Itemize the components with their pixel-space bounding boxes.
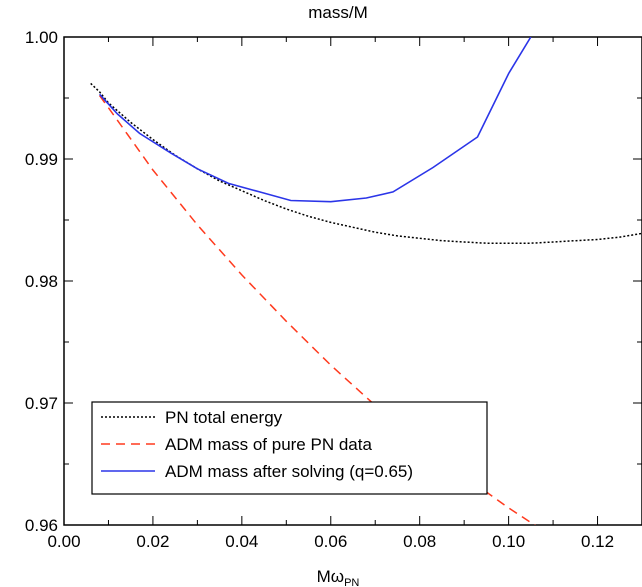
series-line-3 <box>99 37 532 203</box>
y-tick-label: 0.99 <box>25 150 58 169</box>
x-axis-label-main: Mω <box>317 567 344 586</box>
legend: PN total energy ADM mass of pure PN data A… <box>91 401 488 495</box>
chart-title: mass/M <box>308 3 368 22</box>
y-tick-label: 0.98 <box>25 272 58 291</box>
legend-label-1: PN total energy <box>165 408 283 427</box>
series-line-1 <box>90 82 642 244</box>
legend-box <box>91 401 488 495</box>
x-tick-label: 0.06 <box>314 532 347 551</box>
x-tick-label: 0.10 <box>492 532 525 551</box>
x-tick-label: 0.04 <box>225 532 258 551</box>
y-tick-label: 0.96 <box>25 516 58 535</box>
y-tick-label: 0.97 <box>25 394 58 413</box>
x-tick-label: 0.12 <box>581 532 614 551</box>
x-tick-label: 0.08 <box>403 532 436 551</box>
x-tick-label: 0.00 <box>47 532 80 551</box>
series-line-2 <box>98 95 536 525</box>
legend-label-3: ADM mass after solving (q=0.65) <box>165 462 413 481</box>
y-tick-label: 1.00 <box>25 28 58 47</box>
x-axis-label: MωPN <box>317 567 360 587</box>
x-tick-label: 0.02 <box>136 532 169 551</box>
x-axis-label-subscript: PN <box>344 577 359 587</box>
legend-label-2: ADM mass of pure PN data <box>165 435 372 454</box>
